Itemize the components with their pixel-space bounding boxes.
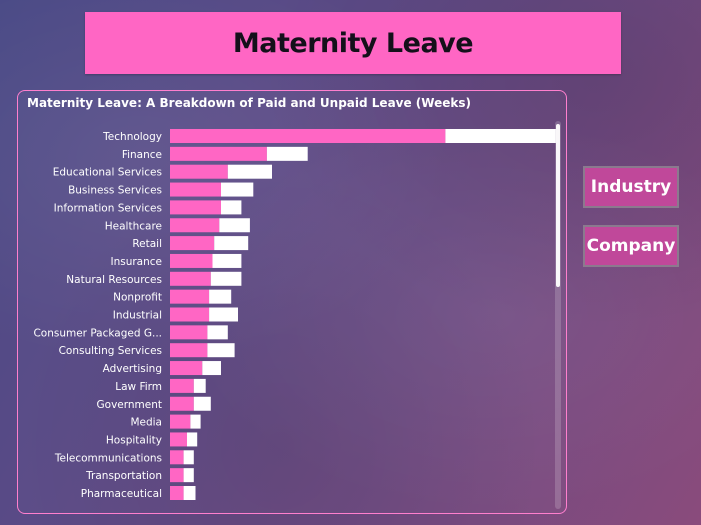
category-label: Transportation — [85, 470, 162, 482]
bar-unpaid[interactable] — [183, 486, 196, 500]
category-label: Hospitality — [106, 434, 162, 446]
category-label: Technology — [102, 131, 162, 143]
bar-unpaid[interactable] — [266, 146, 308, 161]
bar-unpaid[interactable] — [187, 432, 198, 447]
bar-paid[interactable] — [170, 396, 194, 411]
bar-unpaid[interactable] — [210, 271, 242, 286]
bar-paid[interactable] — [170, 182, 221, 197]
category-label: Business Services — [68, 185, 162, 197]
bar-unpaid[interactable] — [221, 200, 242, 215]
category-label: Insurance — [110, 256, 162, 268]
category-label: Law Firm — [115, 381, 162, 393]
category-label: Retail — [132, 238, 162, 250]
bar-paid[interactable] — [170, 432, 187, 447]
bar-unpaid[interactable] — [209, 289, 232, 304]
bar-paid[interactable] — [170, 325, 208, 340]
bar-paid[interactable] — [170, 129, 446, 143]
bar-unpaid[interactable] — [209, 307, 238, 322]
bar-paid[interactable] — [170, 450, 184, 465]
category-label: Healthcare — [105, 220, 162, 232]
category-label: Consulting Services — [59, 345, 162, 357]
page-title: Maternity Leave — [232, 27, 474, 59]
category-label: Media — [130, 417, 162, 429]
category-label: Natural Resources — [66, 274, 162, 286]
category-label: Telecommunications — [54, 452, 162, 464]
bar-unpaid[interactable] — [212, 253, 242, 268]
bar-paid[interactable] — [170, 146, 267, 161]
bar-unpaid[interactable] — [214, 236, 249, 251]
bar-paid[interactable] — [170, 307, 210, 322]
category-label: Pharmaceutical — [81, 488, 162, 500]
chart-panel: Maternity Leave: A Breakdown of Paid and… — [17, 90, 567, 514]
bar-chart: Technology Finance Educational Services Bus… — [33, 129, 556, 500]
bar-unpaid[interactable] — [202, 361, 221, 376]
bar-paid[interactable] — [170, 218, 220, 233]
bar-unpaid[interactable] — [221, 182, 254, 197]
bar-unpaid[interactable] — [183, 468, 194, 483]
bar-paid[interactable] — [170, 289, 210, 304]
category-label: Consumer Packaged G... — [33, 327, 162, 339]
bar-paid[interactable] — [170, 236, 215, 251]
category-label: Nonprofit — [113, 292, 162, 304]
category-label: Government — [97, 399, 162, 411]
scrollbar-track[interactable] — [555, 121, 561, 509]
bar-paid[interactable] — [170, 414, 191, 429]
category-label: Finance — [122, 149, 162, 161]
bar-paid[interactable] — [170, 200, 221, 215]
bar-unpaid[interactable] — [445, 129, 556, 143]
bar-paid[interactable] — [170, 486, 184, 500]
bar-unpaid[interactable] — [219, 218, 250, 233]
bar-unpaid[interactable] — [190, 414, 201, 429]
bar-unpaid[interactable] — [207, 343, 235, 358]
bar-unpaid[interactable] — [207, 325, 228, 340]
bar-unpaid[interactable] — [183, 450, 194, 465]
bar-unpaid[interactable] — [193, 378, 206, 393]
title-banner: Maternity Leave — [85, 12, 621, 74]
bar-unpaid[interactable] — [227, 164, 272, 179]
bar-paid[interactable] — [170, 361, 203, 376]
bar-paid[interactable] — [170, 164, 228, 179]
bar-paid[interactable] — [170, 468, 184, 483]
category-label: Educational Services — [53, 167, 162, 179]
company-button[interactable]: Company — [583, 225, 679, 267]
category-label: Industrial — [113, 310, 162, 322]
category-label: Advertising — [103, 363, 162, 375]
bar-paid[interactable] — [170, 378, 194, 393]
bar-paid[interactable] — [170, 253, 213, 268]
industry-button[interactable]: Industry — [583, 166, 679, 208]
bar-paid[interactable] — [170, 343, 208, 358]
bar-paid[interactable] — [170, 271, 211, 286]
chart-title: Maternity Leave: A Breakdown of Paid and… — [27, 96, 471, 110]
scrollbar-thumb[interactable] — [556, 124, 560, 287]
category-label: Information Services — [54, 202, 162, 214]
bar-unpaid[interactable] — [193, 396, 211, 411]
